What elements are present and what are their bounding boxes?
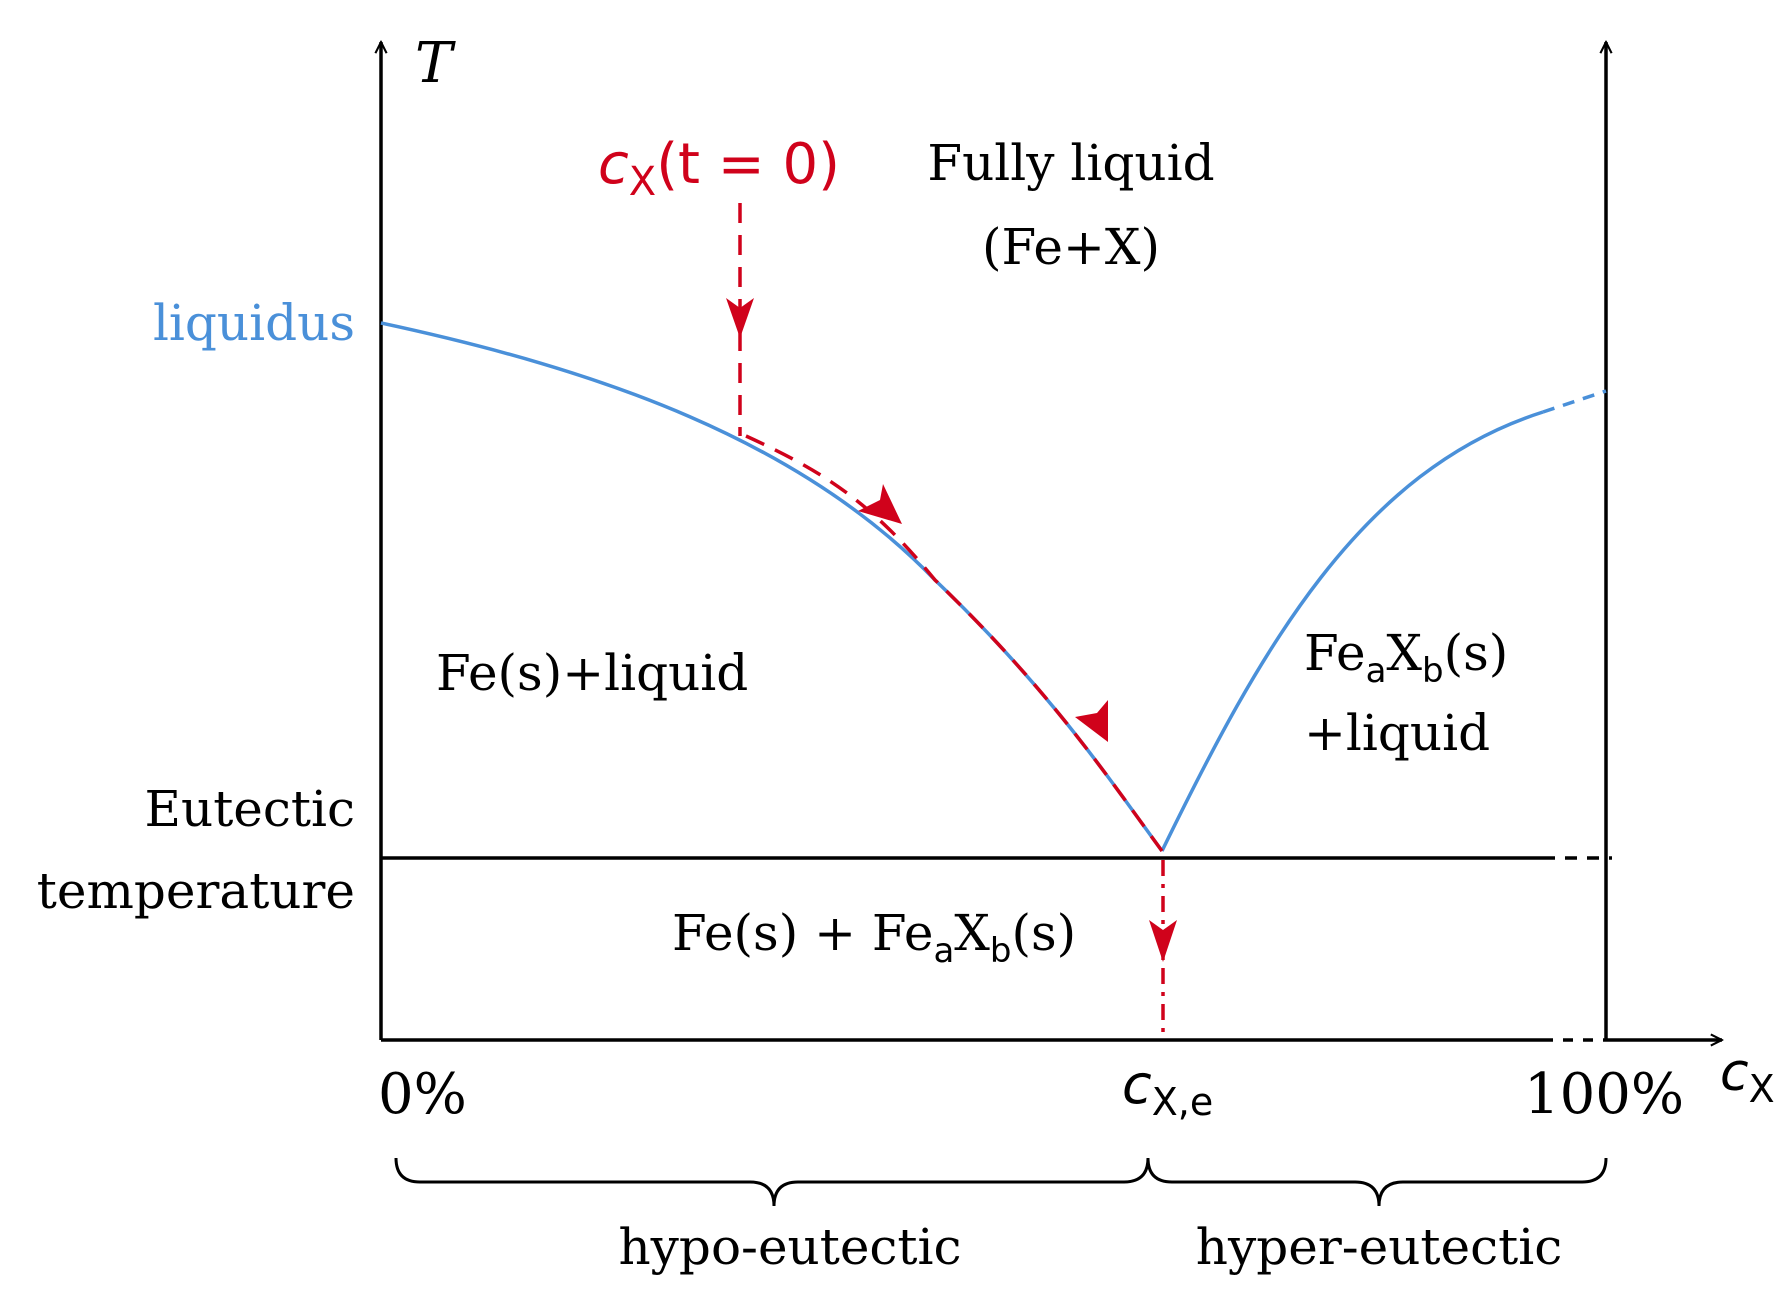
x-axis-label-main: c — [1720, 1043, 1749, 1103]
tick-hundred: 100% — [1524, 1062, 1684, 1127]
tick-eutectic: cX,e — [1122, 1053, 1213, 1124]
solid-region-label: Fe(s) + FeaXb(s) — [672, 904, 1076, 971]
eutectic-temperature-label-1: Eutectic — [145, 780, 355, 838]
hypo-eutectic-label: hypo-eutectic — [618, 1218, 961, 1276]
cooling-arrowhead-bottom — [1149, 920, 1177, 962]
initial-rest: (t = 0) — [656, 132, 840, 197]
tick-eutectic-main: c — [1122, 1053, 1152, 1116]
feaxb-1-mid: X — [1386, 624, 1422, 682]
cooling-arrowhead-mid-1 — [858, 484, 902, 524]
y-axis-label: T — [415, 31, 456, 96]
tick-zero: 0% — [378, 1062, 467, 1127]
initial-c: c — [598, 132, 629, 197]
cooling-path-along-liquidus — [745, 434, 1164, 853]
initial-sub: X — [629, 159, 656, 205]
solid-post: (s) — [1012, 904, 1077, 962]
eutectic-temperature-label-2: temperature — [37, 862, 355, 920]
feaxb-1-sub-a: a — [1366, 651, 1387, 691]
liquidus-right-dashed-extension — [1542, 389, 1607, 414]
feaxb-1-post: (s) — [1444, 624, 1509, 682]
feaxb-liquid-label-2: +liquid — [1304, 704, 1490, 762]
feaxb-1-pre: Fe — [1304, 624, 1366, 682]
tick-eutectic-sub: X,e — [1152, 1080, 1214, 1124]
solid-sub-b: b — [990, 931, 1012, 971]
hyper-eutectic-label: hyper-eutectic — [1196, 1218, 1562, 1276]
liquidus-right-curve — [1160, 410, 1544, 852]
fully-liquid-label-1: Fully liquid — [927, 134, 1214, 192]
liquidus-left-curve — [380, 321, 1164, 853]
x-axis-label-sub: X — [1749, 1067, 1775, 1111]
solid-sub-a: a — [933, 931, 954, 971]
cooling-arrowhead-mid-2 — [1075, 700, 1108, 742]
feaxb-liquid-label-1: FeaXb(s) — [1304, 624, 1508, 691]
solid-mid: X — [954, 904, 990, 962]
x-axis-label: cX — [1720, 1043, 1775, 1111]
feaxb-1-sub-b: b — [1422, 651, 1444, 691]
cooling-arrowhead-top — [726, 298, 754, 338]
hyper-eutectic-brace — [1146, 1157, 1608, 1207]
solid-pre: Fe(s) + Fe — [672, 904, 933, 962]
fully-liquid-label-2: (Fe+X) — [982, 218, 1160, 276]
initial-composition-label: cX(t = 0) — [598, 132, 840, 205]
fe-solid-liquid-label: Fe(s)+liquid — [436, 644, 748, 702]
liquidus-label: liquidus — [153, 294, 355, 352]
hypo-eutectic-brace — [394, 1157, 1150, 1207]
